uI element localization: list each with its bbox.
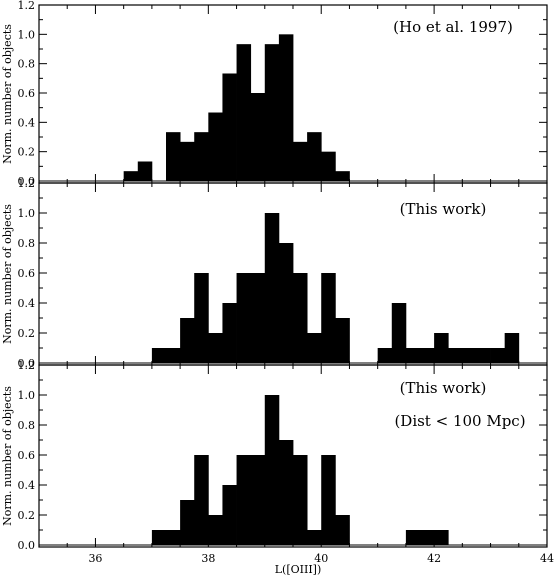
y-tick-label: 1.0 — [18, 207, 36, 220]
histogram-bar — [166, 530, 181, 545]
histogram-bar — [321, 151, 336, 181]
y-tick-label: 1.0 — [18, 389, 36, 402]
histogram-bar — [264, 395, 280, 545]
histogram-bar — [307, 333, 322, 363]
y-tick-label: 1.2 — [18, 177, 36, 190]
y-tick-label: 0.4 — [18, 479, 36, 492]
y-tick-label: 1.0 — [18, 28, 36, 41]
histogram-bar — [222, 73, 237, 181]
histogram-bar — [208, 333, 223, 363]
x-tick-label: 40 — [314, 552, 328, 565]
histogram-bar — [264, 213, 280, 363]
histogram-bar — [405, 530, 421, 545]
histogram-bar — [278, 243, 294, 363]
histogram-bar — [321, 455, 336, 545]
histogram-bar — [293, 273, 308, 363]
histogram-bar — [391, 303, 407, 363]
panel-annotation: (This work) — [400, 200, 487, 218]
histogram-bar — [405, 348, 421, 363]
histogram-bar — [250, 93, 266, 181]
y-tick-label: 0.6 — [18, 449, 36, 462]
histogram-bar — [377, 348, 393, 363]
y-tick-label: 0.8 — [18, 419, 36, 432]
y-tick-label: 0.6 — [18, 87, 36, 100]
histogram-bar — [194, 455, 209, 545]
histogram-bar — [321, 273, 336, 363]
histogram-bar — [194, 132, 209, 181]
y-tick-label: 0.2 — [18, 509, 36, 522]
y-tick-label: 1.2 — [18, 359, 36, 372]
histogram-bar — [293, 141, 308, 181]
histogram-bar — [434, 333, 449, 363]
y-tick-label: 0.0 — [18, 539, 36, 552]
histogram-bar — [335, 171, 350, 181]
x-tick-label: 38 — [201, 552, 215, 565]
y-tick-label: 0.8 — [18, 58, 36, 71]
histogram-bar — [208, 515, 223, 545]
x-axis-title: L([OIII]) — [275, 563, 322, 576]
histogram-bar — [236, 44, 252, 181]
panel-annotation: (Ho et al. 1997) — [393, 18, 513, 36]
y-tick-label: 0.0 — [18, 357, 36, 370]
histogram-bar — [293, 455, 308, 545]
histogram-bar — [194, 273, 209, 363]
histogram-bar — [335, 318, 350, 363]
y-axis-title: Norm. number of objects — [1, 386, 14, 526]
histogram-bar — [462, 348, 477, 363]
x-tick-label: 44 — [540, 552, 554, 565]
y-tick-label: 0.4 — [18, 116, 36, 129]
histogram-bar — [236, 273, 252, 363]
histogram-bar — [250, 455, 266, 545]
x-tick-label: 42 — [427, 552, 441, 565]
histogram-bar — [420, 530, 435, 545]
histogram-bar — [278, 440, 294, 545]
histogram-bar — [504, 333, 520, 363]
histogram-bar — [434, 530, 449, 545]
histogram-bar — [137, 161, 153, 181]
histogram-bar — [166, 348, 181, 363]
histogram-bar — [180, 141, 195, 181]
panel-annotation: (Dist < 100 Mpc) — [394, 412, 525, 430]
histogram-bar — [151, 348, 167, 363]
histogram-bar — [307, 530, 322, 545]
histogram-bar — [476, 348, 491, 363]
histogram-bar — [420, 348, 435, 363]
panel-3: 0.0 0.2 0.4 0.6 0.8 1.0 1.2 Norm. number of obj… — [1, 359, 548, 552]
panel-annotation: (This work) — [400, 379, 487, 397]
histogram-bar — [180, 500, 195, 545]
panels-group: 0.0 0.2 0.4 0.6 0.8 1.0 1.2 Norm. number of obj… — [1, 0, 554, 565]
histogram-bar — [123, 171, 139, 181]
y-tick-label: 0.2 — [18, 327, 36, 340]
panel-1: 0.0 0.2 0.4 0.6 0.8 1.0 1.2 Norm. number of obj… — [1, 0, 548, 188]
panel-2: 0.0 0.2 0.4 0.6 0.8 1.0 1.2 Norm. number of obj… — [1, 177, 548, 370]
histogram-bar — [278, 34, 294, 181]
histogram-bar — [222, 303, 237, 363]
y-tick-label: 1.2 — [18, 0, 36, 12]
y-axis-title: Norm. number of objects — [1, 204, 14, 344]
histogram-bar — [448, 348, 463, 363]
histogram-bar — [180, 318, 195, 363]
y-tick-label: 0.2 — [18, 146, 36, 159]
histogram-bar — [264, 44, 280, 181]
histogram-bar — [490, 348, 506, 363]
histogram-bar — [151, 530, 167, 545]
y-tick-label: 0.0 — [18, 175, 36, 188]
y-tick-label: 0.8 — [18, 237, 36, 250]
histogram-bar — [222, 485, 237, 545]
histogram-bar — [236, 455, 252, 545]
y-tick-label: 0.6 — [18, 267, 36, 280]
histogram-bar — [250, 273, 266, 363]
y-axis-title: Norm. number of objects — [1, 24, 14, 164]
histogram-bar — [208, 112, 223, 181]
histogram-bar — [166, 132, 181, 181]
y-tick-label: 0.4 — [18, 297, 36, 310]
x-tick-label: 36 — [88, 552, 102, 565]
histogram-bar — [307, 132, 322, 181]
histogram-bar — [335, 515, 350, 545]
